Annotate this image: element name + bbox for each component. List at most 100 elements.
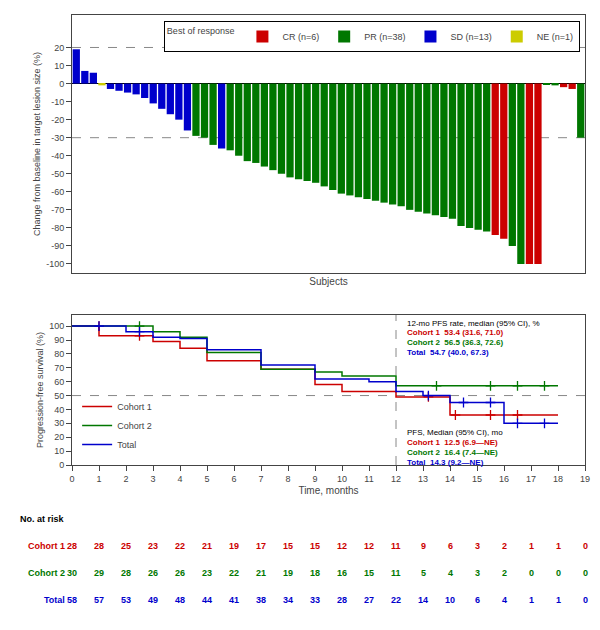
svg-text:80: 80 xyxy=(54,349,64,359)
svg-text:Total: Total xyxy=(44,595,65,605)
svg-text:Subjects: Subjects xyxy=(309,276,347,287)
svg-text:28: 28 xyxy=(94,541,104,551)
svg-text:1: 1 xyxy=(556,595,561,605)
svg-text:18: 18 xyxy=(553,474,563,484)
svg-text:0: 0 xyxy=(69,474,74,484)
svg-text:19: 19 xyxy=(229,541,239,551)
svg-text:21: 21 xyxy=(256,568,266,578)
svg-text:23: 23 xyxy=(202,568,212,578)
svg-text:0: 0 xyxy=(583,541,588,551)
svg-text:9: 9 xyxy=(421,541,426,551)
svg-text:Cohort 2 16.4 (7.4—NE): Cohort 2 16.4 (7.4—NE) xyxy=(407,448,498,457)
svg-text:-40: -40 xyxy=(51,151,64,161)
svg-text:16: 16 xyxy=(337,568,347,578)
svg-text:-20: -20 xyxy=(51,115,64,125)
svg-text:41: 41 xyxy=(229,595,239,605)
svg-text:Progression-free survival (%): Progression-free survival (%) xyxy=(35,332,45,448)
svg-text:-30: -30 xyxy=(51,133,64,143)
svg-text:6: 6 xyxy=(448,541,453,551)
svg-text:4: 4 xyxy=(448,568,453,578)
svg-text:-70: -70 xyxy=(51,205,64,215)
svg-text:40: 40 xyxy=(54,405,64,415)
svg-text:100: 100 xyxy=(49,321,64,331)
svg-text:Cohort 2: Cohort 2 xyxy=(117,421,152,431)
svg-text:12: 12 xyxy=(364,541,374,551)
svg-text:26: 26 xyxy=(148,568,158,578)
svg-text:Cohort 1 53.4 (31.6, 71.0): Cohort 1 53.4 (31.6, 71.0) xyxy=(407,328,503,337)
svg-text:1: 1 xyxy=(529,595,534,605)
svg-text:29: 29 xyxy=(94,568,104,578)
svg-text:44: 44 xyxy=(202,595,212,605)
svg-text:3: 3 xyxy=(475,568,480,578)
svg-text:0: 0 xyxy=(583,568,588,578)
svg-text:3: 3 xyxy=(475,541,480,551)
svg-text:28: 28 xyxy=(121,568,131,578)
svg-text:Total: Total xyxy=(117,440,136,450)
svg-text:0: 0 xyxy=(556,568,561,578)
svg-text:13: 13 xyxy=(418,474,428,484)
svg-text:Cohort 2 56.5 (36.3, 72.6): Cohort 2 56.5 (36.3, 72.6) xyxy=(407,338,503,347)
svg-text:CR (n=6): CR (n=6) xyxy=(282,32,319,42)
svg-text:0: 0 xyxy=(529,568,534,578)
svg-text:23: 23 xyxy=(148,541,158,551)
svg-text:70: 70 xyxy=(54,363,64,373)
svg-text:17: 17 xyxy=(256,541,266,551)
svg-text:5: 5 xyxy=(204,474,209,484)
svg-text:Change from baseline in target: Change from baseline in target lesion si… xyxy=(32,52,42,236)
svg-text:Cohort 2: Cohort 2 xyxy=(28,568,65,578)
svg-text:NE (n=1): NE (n=1) xyxy=(537,32,573,42)
svg-text:48: 48 xyxy=(175,595,185,605)
svg-text:15: 15 xyxy=(364,568,374,578)
svg-text:60: 60 xyxy=(54,377,64,387)
svg-text:12-mo PFS rate, median (95% CI: 12-mo PFS rate, median (95% CI), % xyxy=(407,319,540,328)
svg-text:Total 54.7 (40.0, 67.3): Total 54.7 (40.0, 67.3) xyxy=(407,348,489,357)
svg-text:6: 6 xyxy=(475,595,480,605)
svg-text:0: 0 xyxy=(59,79,64,89)
svg-text:25: 25 xyxy=(121,541,131,551)
svg-text:6: 6 xyxy=(231,474,236,484)
svg-text:53: 53 xyxy=(121,595,131,605)
svg-text:-10: -10 xyxy=(51,97,64,107)
svg-text:-100: -100 xyxy=(46,259,64,269)
svg-text:22: 22 xyxy=(175,541,185,551)
svg-text:15: 15 xyxy=(310,541,320,551)
svg-text:9: 9 xyxy=(312,474,317,484)
svg-text:8: 8 xyxy=(285,474,290,484)
svg-text:58: 58 xyxy=(67,595,77,605)
svg-text:15: 15 xyxy=(472,474,482,484)
svg-text:1: 1 xyxy=(96,474,101,484)
svg-text:5: 5 xyxy=(421,568,426,578)
svg-text:20: 20 xyxy=(54,432,64,442)
svg-text:34: 34 xyxy=(283,595,293,605)
svg-text:4: 4 xyxy=(502,595,507,605)
svg-text:10: 10 xyxy=(337,474,347,484)
svg-text:10: 10 xyxy=(54,61,64,71)
svg-text:27: 27 xyxy=(364,595,374,605)
svg-text:30: 30 xyxy=(67,568,77,578)
svg-text:12: 12 xyxy=(337,541,347,551)
svg-text:21: 21 xyxy=(202,541,212,551)
svg-text:PR (n=38): PR (n=38) xyxy=(364,32,405,42)
svg-text:28: 28 xyxy=(337,595,347,605)
svg-text:-50: -50 xyxy=(51,169,64,179)
svg-text:11: 11 xyxy=(391,568,401,578)
svg-text:20: 20 xyxy=(54,43,64,53)
svg-text:18: 18 xyxy=(310,568,320,578)
svg-text:3: 3 xyxy=(150,474,155,484)
svg-text:2: 2 xyxy=(502,541,507,551)
svg-text:16: 16 xyxy=(499,474,509,484)
svg-text:Best of response: Best of response xyxy=(167,26,235,36)
svg-text:7: 7 xyxy=(258,474,263,484)
svg-text:11: 11 xyxy=(364,474,373,484)
svg-text:Cohort 1: Cohort 1 xyxy=(117,402,152,412)
svg-text:15: 15 xyxy=(283,541,293,551)
svg-text:0: 0 xyxy=(583,595,588,605)
svg-text:2: 2 xyxy=(123,474,128,484)
svg-text:28: 28 xyxy=(67,541,77,551)
svg-text:PFS, Median (95% CI), mo: PFS, Median (95% CI), mo xyxy=(407,428,503,437)
svg-text:12: 12 xyxy=(391,474,401,484)
svg-text:38: 38 xyxy=(256,595,266,605)
svg-text:Cohort 1 12.5 (6.9—NE): Cohort 1 12.5 (6.9—NE) xyxy=(407,438,498,447)
svg-text:SD (n=13): SD (n=13) xyxy=(450,32,491,42)
svg-text:1: 1 xyxy=(556,541,561,551)
